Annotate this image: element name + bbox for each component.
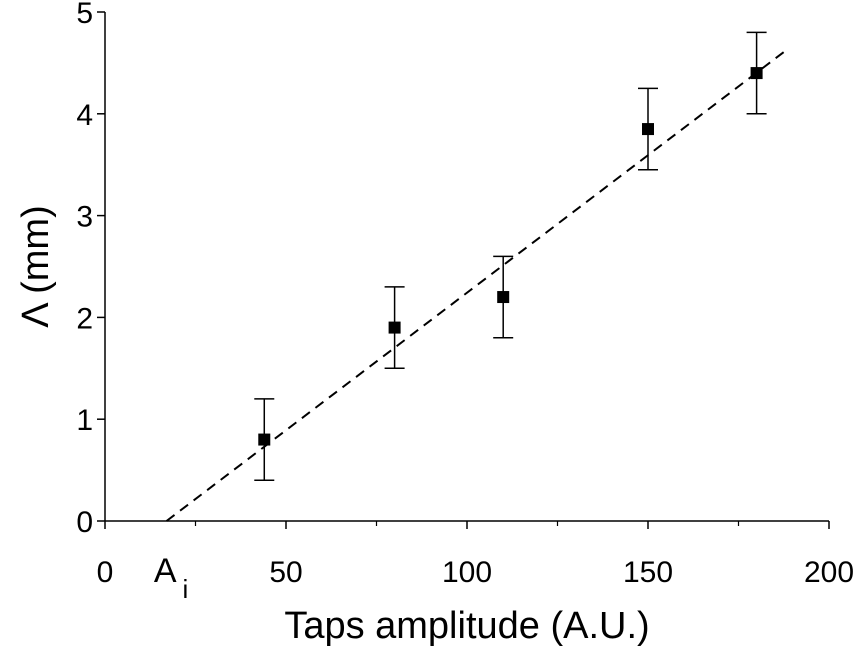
data-point [638,87,658,171]
square-marker [388,321,401,334]
threshold-label: A [154,552,177,590]
y-tick-label: 5 [76,0,93,30]
data-point [254,398,275,482]
data-point [384,286,405,370]
data-points [254,31,767,482]
threshold-annotation: A i [154,552,188,604]
y-tick-label: 4 [76,99,93,132]
data-point [746,31,767,115]
square-marker [750,67,763,80]
x-axis-title: Taps amplitude (A.U.) [284,605,649,647]
x-tick-label: 200 [804,556,854,589]
x-ticks: 0 50 100 150 200 [97,521,854,589]
y-ticks: 0 1 2 3 4 5 [76,0,105,539]
y-tick-label: 3 [76,201,93,234]
y-tick-label: 1 [76,404,93,437]
fit-line [165,49,787,522]
threshold-subscript: i [183,574,189,604]
y-tick-label: 2 [76,302,93,335]
x-tick-label: 50 [269,556,302,589]
square-marker [258,433,271,446]
x-tick-label: 0 [97,556,114,589]
x-tick-label: 100 [442,556,492,589]
y-axis-title: Λ (mm) [15,205,57,327]
x-tick-label: 150 [623,556,673,589]
square-marker [497,291,510,304]
square-marker [642,123,654,136]
data-point [493,255,514,339]
y-tick-label: 0 [76,506,93,539]
